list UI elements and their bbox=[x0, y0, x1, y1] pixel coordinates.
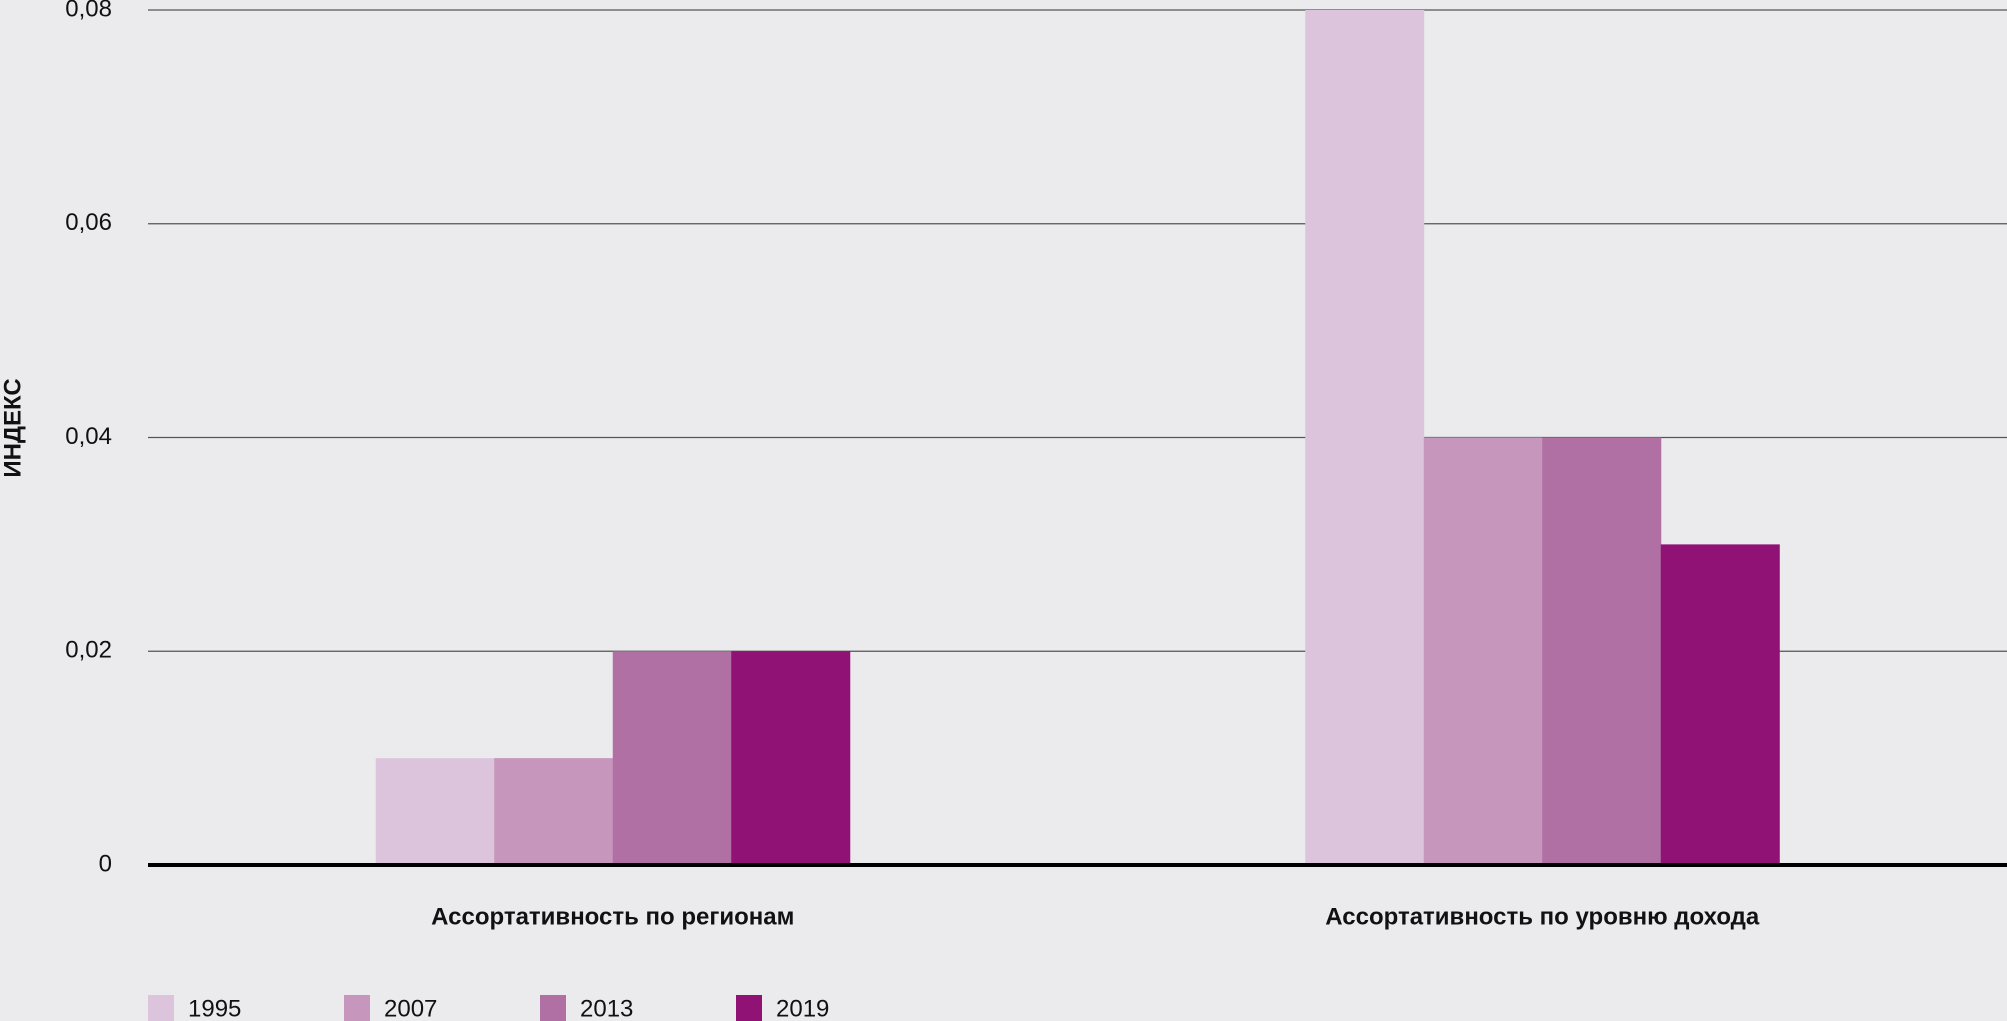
legend-label: 2007 bbox=[384, 995, 437, 1021]
y-tick-label: 0,02 bbox=[65, 637, 112, 664]
y-axis-label: ИНДЕКС bbox=[0, 378, 26, 477]
y-tick-label: 0 bbox=[99, 850, 112, 877]
bar bbox=[1542, 437, 1662, 865]
y-tick-label: 0,06 bbox=[65, 209, 112, 236]
bar bbox=[375, 758, 495, 865]
legend-swatch bbox=[540, 995, 566, 1021]
x-tick-label: Ассортативность по уровню дохода bbox=[1325, 903, 1760, 930]
legend-swatch bbox=[344, 995, 370, 1021]
x-tick-label: Ассортативность по регионам bbox=[431, 903, 794, 930]
legend-swatch bbox=[148, 995, 174, 1021]
bar bbox=[612, 651, 732, 865]
bar bbox=[1305, 10, 1425, 865]
y-tick-label: 0,04 bbox=[65, 423, 112, 450]
legend-label: 1995 bbox=[188, 995, 241, 1021]
bar bbox=[1660, 544, 1780, 865]
legend-label: 2019 bbox=[776, 995, 829, 1021]
bar bbox=[1423, 437, 1543, 865]
bar bbox=[494, 758, 614, 865]
y-tick-label: 0,08 bbox=[65, 0, 112, 22]
legend-label: 2013 bbox=[580, 995, 633, 1021]
bar bbox=[731, 651, 851, 865]
legend-swatch bbox=[736, 995, 762, 1021]
